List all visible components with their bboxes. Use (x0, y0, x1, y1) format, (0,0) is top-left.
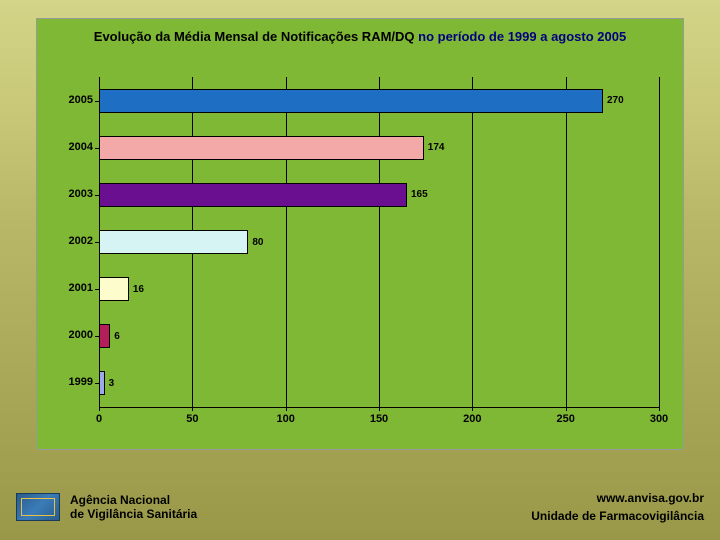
bar (99, 371, 105, 395)
bar-row: 6 (99, 324, 120, 348)
chart-panel: Evolução da Média Mensal de Notificações… (36, 18, 684, 450)
x-tick-label: 150 (370, 413, 388, 425)
bar-value-label: 16 (133, 284, 144, 295)
anvisa-logo-icon (16, 493, 60, 521)
y-tick (95, 148, 99, 149)
agency-line1: Agência Nacional (70, 493, 197, 507)
x-tick-label: 0 (96, 413, 102, 425)
bar-value-label: 6 (114, 331, 120, 342)
y-tick-label: 2004 (63, 141, 93, 153)
footer-right: www.anvisa.gov.br Unidade de Farmacovigi… (531, 489, 704, 525)
x-tick (379, 407, 380, 411)
y-tick (95, 101, 99, 102)
agency-line2: de Vigilância Sanitária (70, 507, 197, 521)
bar-row: 165 (99, 183, 428, 207)
y-tick (95, 383, 99, 384)
x-tick (99, 407, 100, 411)
x-tick-label: 250 (556, 413, 574, 425)
footer-url: www.anvisa.gov.br (531, 489, 704, 507)
y-tick (95, 242, 99, 243)
gridline (379, 77, 380, 407)
y-tick-label: 2002 (63, 235, 93, 247)
gridline (659, 77, 660, 407)
chart-title: Evolução da Média Mensal de Notificações… (37, 19, 683, 52)
y-tick-label: 1999 (63, 376, 93, 388)
title-emph: no período de 1999 a agosto 2005 (418, 29, 626, 44)
y-tick-label: 2005 (63, 94, 93, 106)
bar-row: 80 (99, 230, 263, 254)
bar (99, 324, 110, 348)
bar-value-label: 3 (109, 378, 115, 389)
bar-value-label: 80 (252, 237, 263, 248)
bar (99, 136, 424, 160)
bar (99, 89, 603, 113)
footer-left: Agência Nacional de Vigilância Sanitária (16, 493, 197, 522)
y-tick (95, 289, 99, 290)
gridline (566, 77, 567, 407)
bar-value-label: 165 (411, 189, 428, 200)
x-tick (566, 407, 567, 411)
x-tick (472, 407, 473, 411)
y-tick-label: 2003 (63, 188, 93, 200)
y-tick-label: 2001 (63, 282, 93, 294)
bar-row: 174 (99, 136, 444, 160)
x-tick-label: 300 (650, 413, 668, 425)
bar-row: 270 (99, 89, 624, 113)
plot-area: 270 174 165 80 16 6 3 (99, 77, 659, 407)
bar-value-label: 174 (428, 142, 445, 153)
x-tick-label: 50 (186, 413, 198, 425)
y-tick (95, 336, 99, 337)
x-tick-label: 200 (463, 413, 481, 425)
bar-row: 16 (99, 277, 144, 301)
bar-value-label: 270 (607, 95, 624, 106)
gridline (286, 77, 287, 407)
bar (99, 230, 248, 254)
gridline (472, 77, 473, 407)
y-tick-label: 2000 (63, 329, 93, 341)
agency-name: Agência Nacional de Vigilância Sanitária (70, 493, 197, 522)
bar (99, 183, 407, 207)
bar (99, 277, 129, 301)
x-tick (192, 407, 193, 411)
footer-unit: Unidade de Farmacovigilância (531, 507, 704, 525)
bar-row: 3 (99, 371, 114, 395)
x-tick (286, 407, 287, 411)
x-tick-label: 100 (276, 413, 294, 425)
y-tick (95, 195, 99, 196)
x-tick (659, 407, 660, 411)
footer: Agência Nacional de Vigilância Sanitária… (0, 480, 720, 540)
title-text: Evolução da Média Mensal de Notificações… (94, 29, 418, 44)
